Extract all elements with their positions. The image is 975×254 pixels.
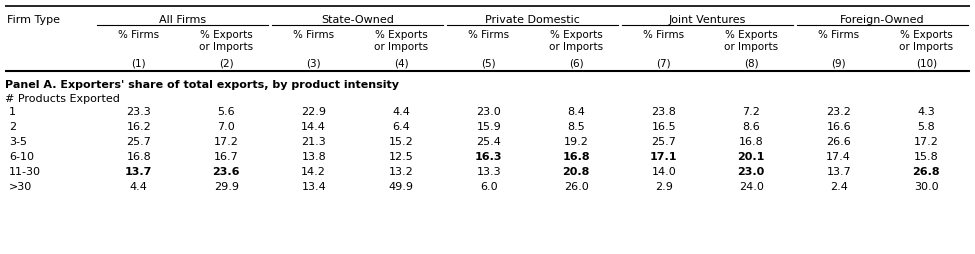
Text: 20.1: 20.1 bbox=[737, 152, 765, 162]
Text: 16.8: 16.8 bbox=[563, 152, 590, 162]
Text: % Exports
or Imports: % Exports or Imports bbox=[199, 30, 254, 52]
Text: 13.3: 13.3 bbox=[477, 167, 501, 177]
Text: 7.0: 7.0 bbox=[217, 122, 235, 132]
Text: % Exports
or Imports: % Exports or Imports bbox=[374, 30, 428, 52]
Text: 19.2: 19.2 bbox=[564, 137, 589, 147]
Text: 49.9: 49.9 bbox=[389, 182, 413, 192]
Text: (4): (4) bbox=[394, 58, 409, 68]
Text: 26.6: 26.6 bbox=[827, 137, 851, 147]
Text: % Firms: % Firms bbox=[644, 30, 684, 40]
Text: 25.7: 25.7 bbox=[651, 137, 677, 147]
Text: (5): (5) bbox=[482, 58, 496, 68]
Text: 23.6: 23.6 bbox=[213, 167, 240, 177]
Text: 14.4: 14.4 bbox=[301, 122, 327, 132]
Text: 6-10: 6-10 bbox=[9, 152, 34, 162]
Text: 23.0: 23.0 bbox=[477, 107, 501, 117]
Text: 8.6: 8.6 bbox=[742, 122, 760, 132]
Text: Private Domestic: Private Domestic bbox=[486, 15, 580, 25]
Text: # Products Exported: # Products Exported bbox=[5, 94, 120, 104]
Text: 12.5: 12.5 bbox=[389, 152, 413, 162]
Text: 17.4: 17.4 bbox=[827, 152, 851, 162]
Text: 1: 1 bbox=[9, 107, 16, 117]
Text: 14.2: 14.2 bbox=[301, 167, 327, 177]
Text: 25.7: 25.7 bbox=[127, 137, 151, 147]
Text: Panel A. Exporters' share of total exports, by product intensity: Panel A. Exporters' share of total expor… bbox=[5, 80, 399, 90]
Text: 4.3: 4.3 bbox=[917, 107, 935, 117]
Text: 16.2: 16.2 bbox=[127, 122, 151, 132]
Text: 6.4: 6.4 bbox=[392, 122, 410, 132]
Text: (6): (6) bbox=[569, 58, 584, 68]
Text: 15.2: 15.2 bbox=[389, 137, 413, 147]
Text: % Exports
or Imports: % Exports or Imports bbox=[899, 30, 954, 52]
Text: 26.0: 26.0 bbox=[564, 182, 589, 192]
Text: 16.8: 16.8 bbox=[127, 152, 151, 162]
Text: (3): (3) bbox=[306, 58, 321, 68]
Text: 21.3: 21.3 bbox=[301, 137, 326, 147]
Text: 5.6: 5.6 bbox=[217, 107, 235, 117]
Text: 15.8: 15.8 bbox=[914, 152, 939, 162]
Text: 2.4: 2.4 bbox=[830, 182, 847, 192]
Text: 29.9: 29.9 bbox=[214, 182, 239, 192]
Text: 25.4: 25.4 bbox=[477, 137, 501, 147]
Text: (7): (7) bbox=[656, 58, 671, 68]
Text: 14.0: 14.0 bbox=[651, 167, 676, 177]
Text: 16.5: 16.5 bbox=[651, 122, 676, 132]
Text: 23.0: 23.0 bbox=[738, 167, 764, 177]
Text: 26.8: 26.8 bbox=[913, 167, 940, 177]
Text: 13.4: 13.4 bbox=[301, 182, 326, 192]
Text: State-Owned: State-Owned bbox=[321, 15, 394, 25]
Text: Joint Ventures: Joint Ventures bbox=[669, 15, 746, 25]
Text: % Exports
or Imports: % Exports or Imports bbox=[549, 30, 604, 52]
Text: 2: 2 bbox=[9, 122, 17, 132]
Text: 23.3: 23.3 bbox=[127, 107, 151, 117]
Text: Firm Type: Firm Type bbox=[7, 15, 60, 25]
Text: 23.2: 23.2 bbox=[827, 107, 851, 117]
Text: 23.8: 23.8 bbox=[651, 107, 677, 117]
Text: 5.8: 5.8 bbox=[917, 122, 935, 132]
Text: 16.7: 16.7 bbox=[214, 152, 239, 162]
Text: All Firms: All Firms bbox=[159, 15, 206, 25]
Text: >30: >30 bbox=[9, 182, 32, 192]
Text: 13.2: 13.2 bbox=[389, 167, 413, 177]
Text: 16.6: 16.6 bbox=[827, 122, 851, 132]
Text: (1): (1) bbox=[132, 58, 146, 68]
Text: (2): (2) bbox=[219, 58, 234, 68]
Text: 13.7: 13.7 bbox=[827, 167, 851, 177]
Text: 16.8: 16.8 bbox=[739, 137, 763, 147]
Text: % Firms: % Firms bbox=[468, 30, 509, 40]
Text: 2.9: 2.9 bbox=[655, 182, 673, 192]
Text: 16.3: 16.3 bbox=[475, 152, 502, 162]
Text: 4.4: 4.4 bbox=[130, 182, 147, 192]
Text: 24.0: 24.0 bbox=[739, 182, 763, 192]
Text: 17.1: 17.1 bbox=[650, 152, 678, 162]
Text: 11-30: 11-30 bbox=[9, 167, 41, 177]
Text: 8.5: 8.5 bbox=[567, 122, 585, 132]
Text: (8): (8) bbox=[744, 58, 759, 68]
Text: % Firms: % Firms bbox=[118, 30, 159, 40]
Text: % Firms: % Firms bbox=[818, 30, 859, 40]
Text: 6.0: 6.0 bbox=[480, 182, 497, 192]
Text: 4.4: 4.4 bbox=[392, 107, 410, 117]
Text: Foreign-Owned: Foreign-Owned bbox=[840, 15, 925, 25]
Text: % Exports
or Imports: % Exports or Imports bbox=[724, 30, 778, 52]
Text: 17.2: 17.2 bbox=[214, 137, 239, 147]
Text: 20.8: 20.8 bbox=[563, 167, 590, 177]
Text: (9): (9) bbox=[832, 58, 846, 68]
Text: 30.0: 30.0 bbox=[914, 182, 939, 192]
Text: 13.8: 13.8 bbox=[301, 152, 326, 162]
Text: 3-5: 3-5 bbox=[9, 137, 27, 147]
Text: 13.7: 13.7 bbox=[125, 167, 152, 177]
Text: 22.9: 22.9 bbox=[301, 107, 327, 117]
Text: (10): (10) bbox=[916, 58, 937, 68]
Text: 15.9: 15.9 bbox=[477, 122, 501, 132]
Text: 8.4: 8.4 bbox=[567, 107, 585, 117]
Text: 7.2: 7.2 bbox=[742, 107, 760, 117]
Text: 17.2: 17.2 bbox=[914, 137, 939, 147]
Text: % Firms: % Firms bbox=[293, 30, 334, 40]
